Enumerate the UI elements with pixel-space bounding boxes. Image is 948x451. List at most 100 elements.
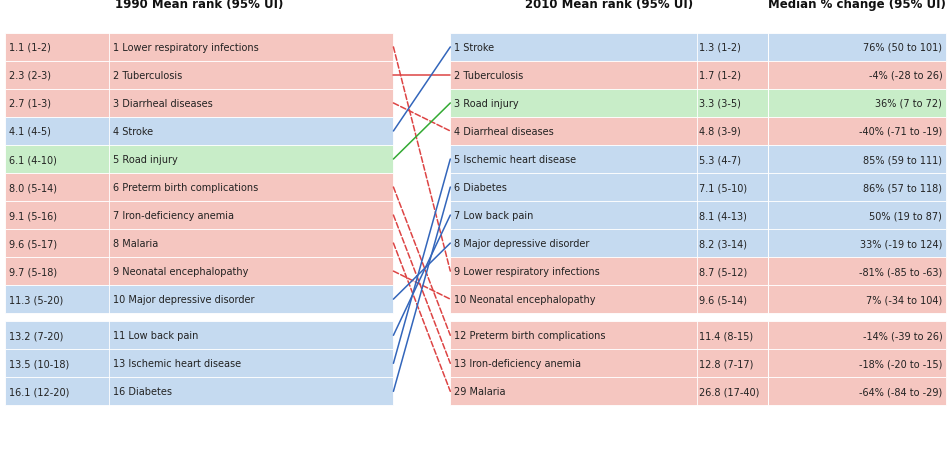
Text: 3 Road injury: 3 Road injury (454, 99, 519, 109)
Bar (5, 62, 393, 90)
Text: 5.3 (4-7): 5.3 (4-7) (699, 155, 740, 165)
Text: -40% (-71 to -19): -40% (-71 to -19) (859, 127, 942, 137)
Text: 10 Neonatal encephalopathy: 10 Neonatal encephalopathy (454, 295, 595, 304)
Text: 3.3 (3-5): 3.3 (3-5) (699, 99, 740, 109)
Text: 5 Ischemic heart disease: 5 Ischemic heart disease (454, 155, 576, 165)
Text: 86% (57 to 118): 86% (57 to 118) (864, 183, 942, 193)
Bar (5, 285, 393, 313)
Text: Median % change (95% UI): Median % change (95% UI) (768, 0, 946, 11)
Text: 2010 Mean rank (95% UI): 2010 Mean rank (95% UI) (525, 0, 693, 11)
Text: 16 Diabetes: 16 Diabetes (113, 387, 172, 396)
Bar (768, 90, 946, 118)
Text: 6.1 (4-10): 6.1 (4-10) (9, 155, 57, 165)
Text: 1 Stroke: 1 Stroke (454, 43, 494, 53)
Bar (5, 90, 393, 118)
Text: 1.3 (1-2): 1.3 (1-2) (699, 43, 740, 53)
Text: 11 Low back pain: 11 Low back pain (113, 331, 198, 341)
Text: 1 Lower respiratory infections: 1 Lower respiratory infections (113, 43, 259, 53)
Text: 85% (59 to 111): 85% (59 to 111) (864, 155, 942, 165)
Text: 9 Neonatal encephalopathy: 9 Neonatal encephalopathy (113, 267, 248, 276)
Text: 7 Low back pain: 7 Low back pain (454, 211, 534, 221)
Text: 6 Diabetes: 6 Diabetes (454, 183, 507, 193)
Text: 7 Iron-deficiency anemia: 7 Iron-deficiency anemia (113, 211, 234, 221)
Text: 9.6 (5-17): 9.6 (5-17) (9, 239, 57, 249)
Text: 8.7 (5-12): 8.7 (5-12) (699, 267, 747, 276)
Text: -64% (-84 to -29): -64% (-84 to -29) (859, 387, 942, 396)
Bar (5, 118, 393, 146)
Bar (450, 258, 768, 285)
Bar (450, 350, 768, 377)
Text: 12 Preterm birth complications: 12 Preterm birth complications (454, 331, 606, 341)
Bar (768, 322, 946, 350)
Text: 1.7 (1-2): 1.7 (1-2) (699, 71, 740, 81)
Bar (450, 285, 768, 313)
Bar (5, 258, 393, 285)
Text: 11.3 (5-20): 11.3 (5-20) (9, 295, 63, 304)
Text: 2 Tuberculosis: 2 Tuberculosis (113, 71, 182, 81)
Text: 26.8 (17-40): 26.8 (17-40) (699, 387, 759, 396)
Bar (5, 322, 393, 350)
Bar (5, 34, 393, 62)
Bar (450, 34, 768, 62)
Text: 4.8 (3-9): 4.8 (3-9) (699, 127, 740, 137)
Text: 33% (-19 to 124): 33% (-19 to 124) (860, 239, 942, 249)
Text: 6 Preterm birth complications: 6 Preterm birth complications (113, 183, 258, 193)
Bar (5, 146, 393, 174)
Bar (768, 350, 946, 377)
Text: 8.2 (3-14): 8.2 (3-14) (699, 239, 747, 249)
Bar (5, 230, 393, 258)
Bar (450, 62, 768, 90)
Text: -4% (-28 to 26): -4% (-28 to 26) (868, 71, 942, 81)
Text: 13 Ischemic heart disease: 13 Ischemic heart disease (113, 359, 241, 368)
Text: 11.4 (8-15): 11.4 (8-15) (699, 331, 753, 341)
Bar (768, 62, 946, 90)
Text: 4 Stroke: 4 Stroke (113, 127, 153, 137)
Bar (450, 118, 768, 146)
Text: 2 Tuberculosis: 2 Tuberculosis (454, 71, 523, 81)
Bar (450, 146, 768, 174)
Bar (450, 230, 768, 258)
Text: 4 Diarrheal diseases: 4 Diarrheal diseases (454, 127, 554, 137)
Bar (768, 174, 946, 202)
Bar (5, 174, 393, 202)
Bar (768, 34, 946, 62)
Bar (5, 202, 393, 230)
Bar (450, 90, 768, 118)
Bar (768, 202, 946, 230)
Text: 13.2 (7-20): 13.2 (7-20) (9, 331, 63, 341)
Text: 36% (7 to 72): 36% (7 to 72) (875, 99, 942, 109)
Text: 12.8 (7-17): 12.8 (7-17) (699, 359, 753, 368)
Text: 7% (-34 to 104): 7% (-34 to 104) (866, 295, 942, 304)
Bar (768, 230, 946, 258)
Bar (768, 146, 946, 174)
Bar (768, 118, 946, 146)
Text: 9.7 (5-18): 9.7 (5-18) (9, 267, 57, 276)
Text: 16.1 (12-20): 16.1 (12-20) (9, 387, 69, 396)
Bar (450, 377, 768, 405)
Text: 4.1 (4-5): 4.1 (4-5) (9, 127, 50, 137)
Text: 13.5 (10-18): 13.5 (10-18) (9, 359, 69, 368)
Text: -18% (-20 to -15): -18% (-20 to -15) (859, 359, 942, 368)
Text: 8 Malaria: 8 Malaria (113, 239, 158, 249)
Bar (768, 377, 946, 405)
Text: 3 Diarrheal diseases: 3 Diarrheal diseases (113, 99, 212, 109)
Text: 9 Lower respiratory infections: 9 Lower respiratory infections (454, 267, 600, 276)
Text: 7.1 (5-10): 7.1 (5-10) (699, 183, 747, 193)
Text: 1990 Mean rank (95% UI): 1990 Mean rank (95% UI) (115, 0, 283, 11)
Text: 76% (50 to 101): 76% (50 to 101) (864, 43, 942, 53)
Bar (5, 377, 393, 405)
Text: -14% (-39 to 26): -14% (-39 to 26) (863, 331, 942, 341)
Text: -81% (-85 to -63): -81% (-85 to -63) (859, 267, 942, 276)
Bar (768, 285, 946, 313)
Text: 29 Malaria: 29 Malaria (454, 387, 505, 396)
Text: 8.1 (4-13): 8.1 (4-13) (699, 211, 747, 221)
Bar (450, 174, 768, 202)
Text: 10 Major depressive disorder: 10 Major depressive disorder (113, 295, 254, 304)
Text: 5 Road injury: 5 Road injury (113, 155, 177, 165)
Text: 9.1 (5-16): 9.1 (5-16) (9, 211, 57, 221)
Text: 2.3 (2-3): 2.3 (2-3) (9, 71, 50, 81)
Bar (450, 202, 768, 230)
Text: 1.1 (1-2): 1.1 (1-2) (9, 43, 50, 53)
Text: 50% (19 to 87): 50% (19 to 87) (869, 211, 942, 221)
Bar (5, 350, 393, 377)
